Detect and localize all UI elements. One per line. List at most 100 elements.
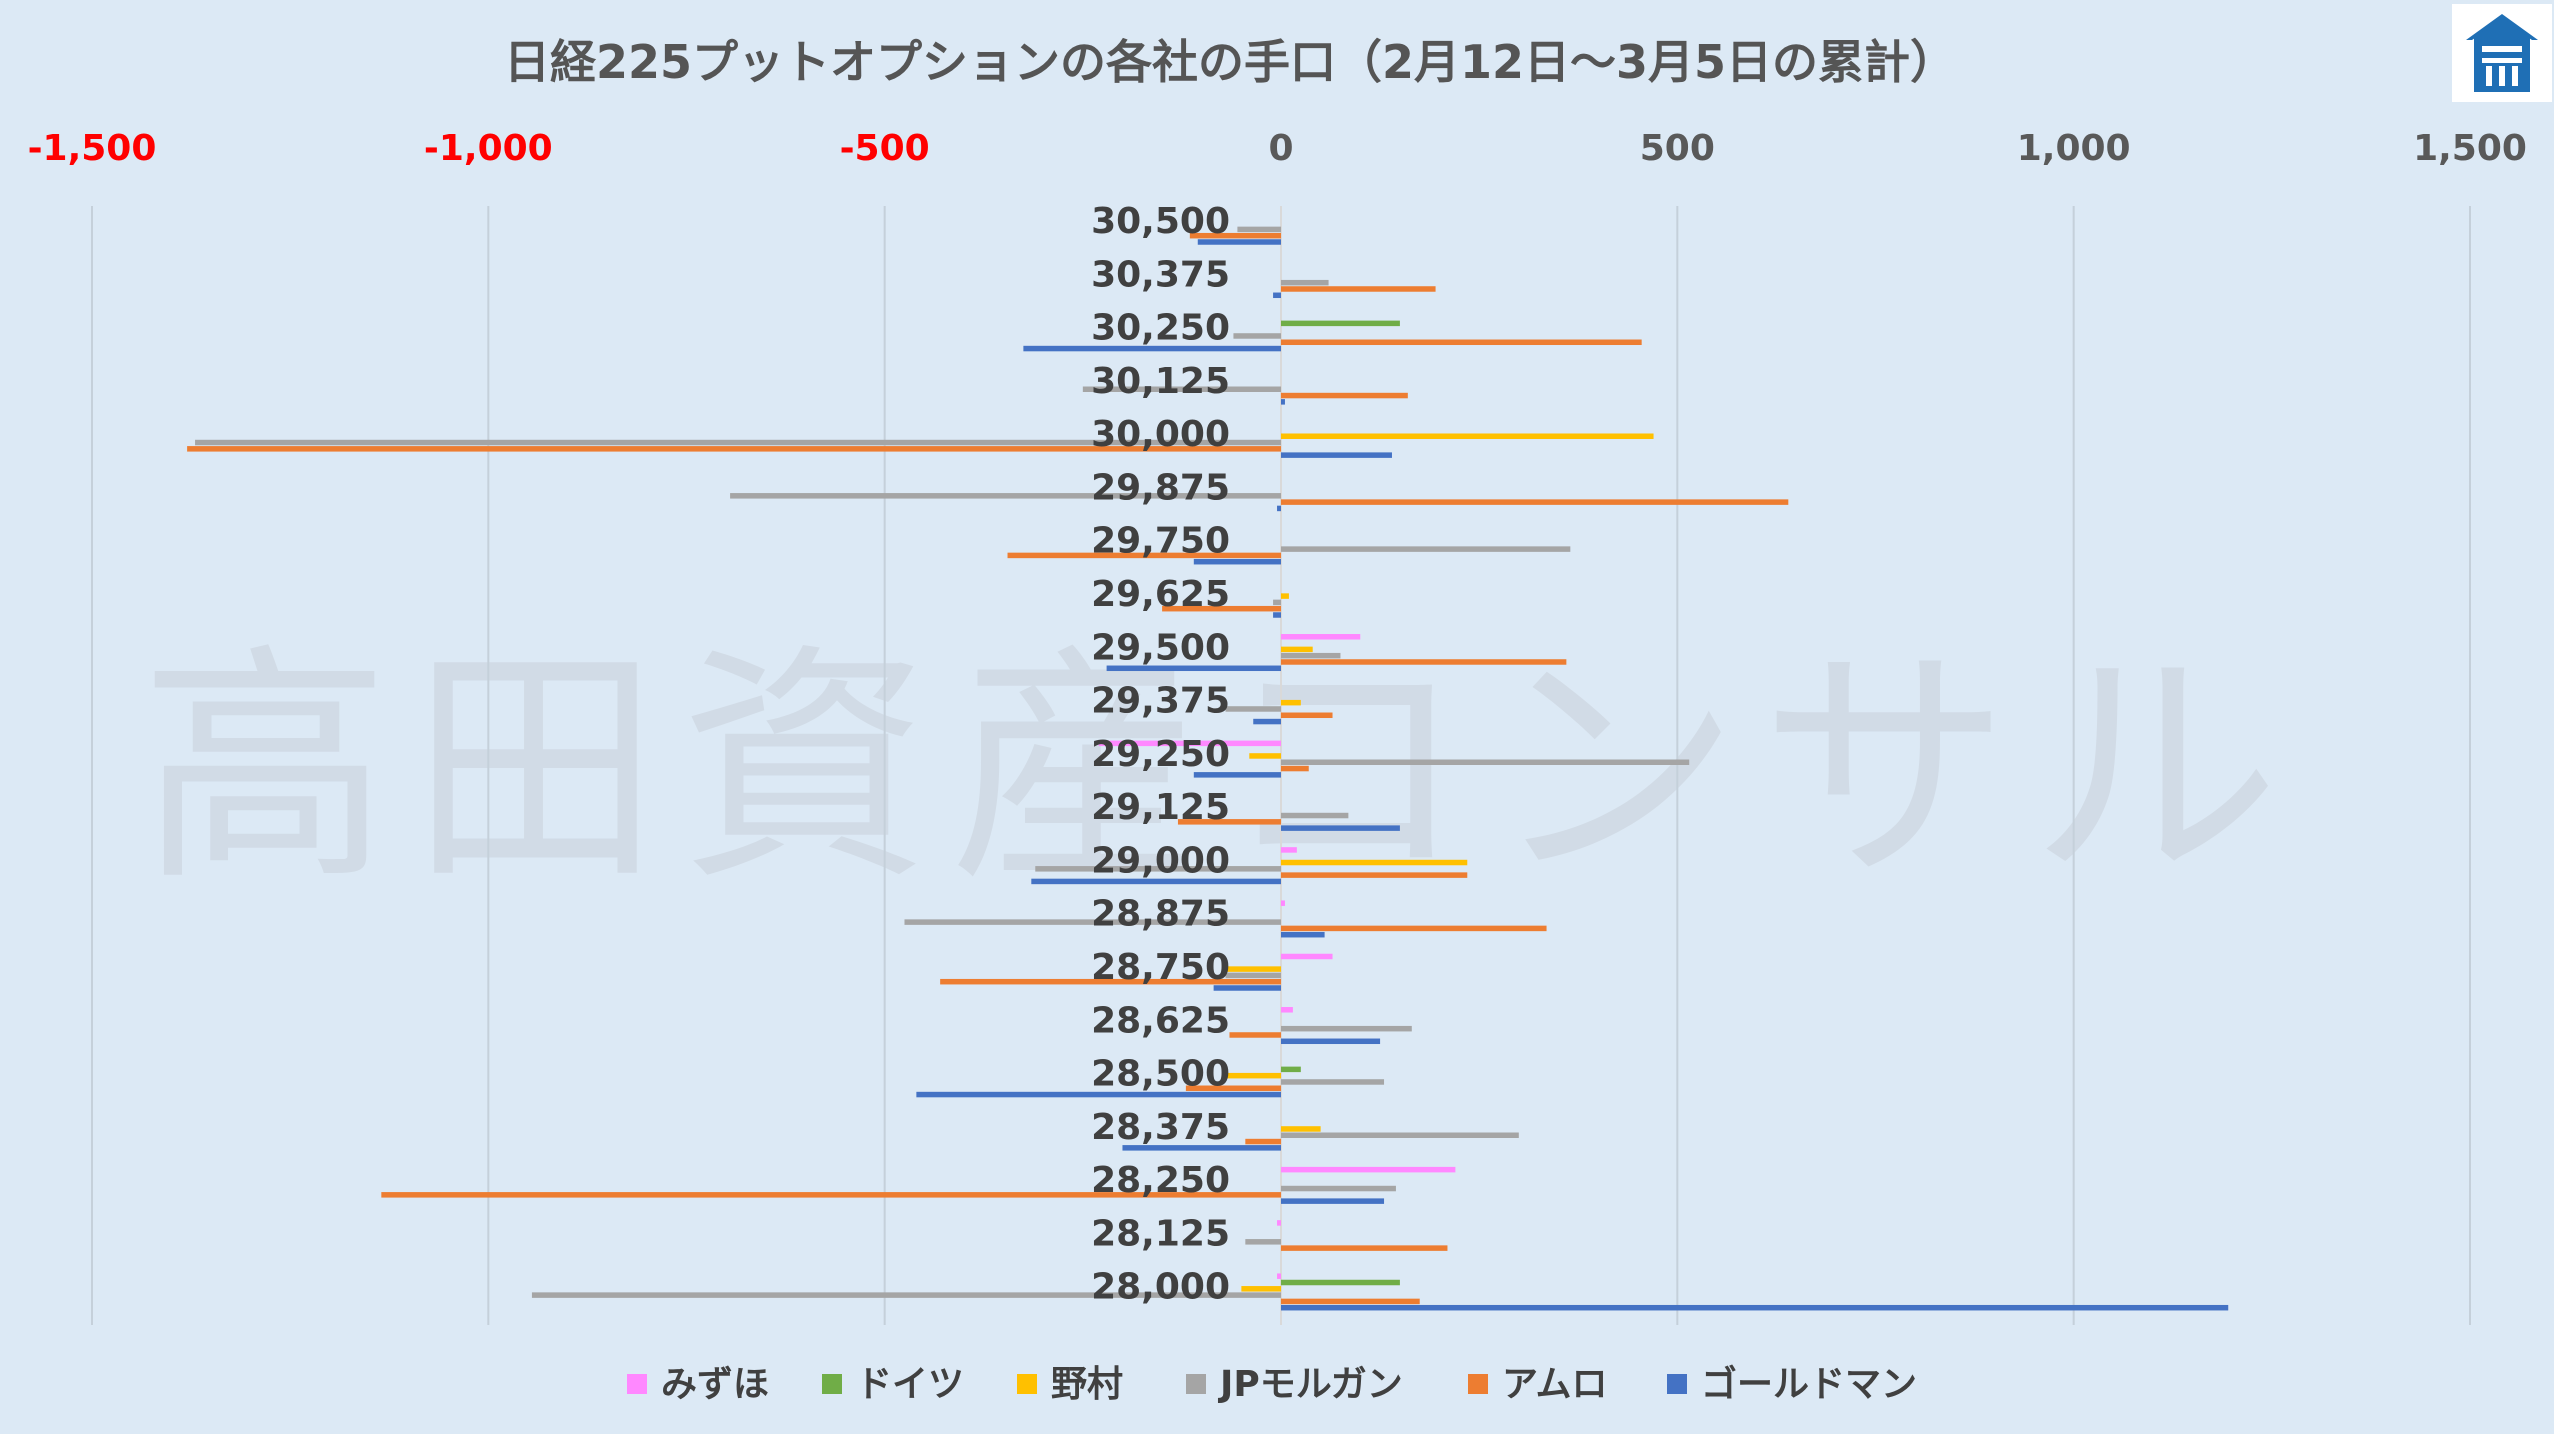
bar	[1281, 812, 1349, 819]
bar	[1281, 593, 1289, 599]
bar	[1233, 333, 1281, 339]
bar	[1237, 226, 1281, 233]
y-tick-label: 29,750	[1091, 521, 1230, 562]
bar	[1281, 1079, 1385, 1085]
bar	[1281, 392, 1408, 399]
bar	[1098, 740, 1281, 747]
bar	[1162, 605, 1281, 612]
y-tick-label: 30,000	[1091, 414, 1230, 455]
bar	[1225, 966, 1281, 972]
y-tick-label: 28,125	[1091, 1213, 1230, 1254]
x-tick-label: -1,500	[28, 128, 157, 169]
bar	[1281, 1126, 1321, 1132]
bar	[1249, 753, 1281, 759]
bar	[1273, 599, 1281, 606]
bar	[1035, 866, 1281, 872]
bar	[1193, 558, 1281, 565]
gridlines	[91, 206, 2471, 1325]
legend-swatch	[1468, 1374, 1488, 1394]
bar	[1082, 386, 1281, 392]
bar	[1281, 646, 1313, 653]
bar	[1213, 985, 1281, 991]
bar	[1281, 1245, 1448, 1251]
legend: みずほ ドイツ 野村 JPモルガン アムロ ゴールドマン	[627, 1363, 1917, 1405]
bar	[1031, 878, 1281, 885]
legend-label: アムロ	[1502, 1364, 1607, 1405]
bar	[1281, 1279, 1400, 1286]
y-tick-label: 28,000	[1091, 1267, 1230, 1308]
bar	[1281, 652, 1341, 659]
bar	[940, 978, 1281, 985]
bar	[1281, 1066, 1301, 1073]
bar	[1281, 712, 1333, 719]
bar	[904, 919, 1281, 925]
bar	[1193, 772, 1281, 778]
bar	[1281, 499, 1789, 505]
bar	[1245, 1239, 1281, 1245]
bar	[1281, 931, 1325, 938]
bar	[1281, 399, 1285, 405]
logo-icon	[2466, 14, 2538, 92]
bar	[1281, 825, 1400, 831]
y-tick-label: 30,125	[1091, 361, 1230, 402]
bar	[1281, 1038, 1381, 1045]
watermark-text: 高田資産コンサル	[140, 623, 2300, 914]
bar	[1281, 699, 1301, 706]
bar	[1273, 292, 1281, 299]
legend-swatch	[822, 1374, 842, 1394]
bar	[1177, 819, 1281, 825]
bar	[730, 493, 1281, 499]
bar	[1281, 1007, 1293, 1013]
bar	[1281, 1304, 2229, 1311]
legend-label: みずほ	[661, 1364, 769, 1405]
bar	[1277, 505, 1281, 512]
legend-swatch	[1017, 1374, 1037, 1394]
bar	[1023, 345, 1281, 352]
y-tick-label: 28,250	[1091, 1160, 1230, 1201]
bar	[1281, 1198, 1385, 1204]
bar	[1007, 552, 1281, 559]
y-tick-label: 29,375	[1091, 681, 1230, 722]
y-tick-label: 29,250	[1091, 734, 1230, 775]
bar	[1122, 1145, 1281, 1151]
x-tick-label: -1,000	[424, 128, 553, 169]
y-tick-label: 28,500	[1091, 1054, 1230, 1095]
bar	[1281, 925, 1547, 932]
y-tick-label: 29,500	[1091, 627, 1230, 668]
bar	[1281, 339, 1642, 346]
y-tick-label: 28,875	[1091, 894, 1230, 935]
logo	[2452, 4, 2552, 102]
y-tick-label: 30,500	[1091, 201, 1230, 242]
bar	[1225, 972, 1281, 979]
bar	[381, 1192, 1281, 1198]
y-tick-label: 29,000	[1091, 840, 1230, 881]
bar	[1281, 452, 1392, 458]
bar	[916, 1091, 1281, 1098]
bar	[1197, 239, 1281, 245]
bar	[1281, 765, 1309, 772]
bar	[1281, 279, 1329, 286]
bar	[1281, 320, 1400, 327]
bar	[1281, 634, 1361, 640]
bar	[1189, 232, 1281, 239]
bar	[1225, 1072, 1281, 1079]
x-tick-label: 1,000	[2017, 128, 2131, 169]
bar	[1281, 1298, 1420, 1305]
bar	[1281, 1185, 1396, 1192]
y-tick-label: 30,375	[1091, 254, 1230, 295]
legend-swatch	[627, 1374, 647, 1394]
x-tick-label: 1,500	[2413, 128, 2527, 169]
bar	[531, 1292, 1281, 1298]
bar	[1281, 900, 1285, 906]
bar	[1281, 872, 1468, 878]
y-tick-label: 30,250	[1091, 308, 1230, 349]
y-tick-label: 28,750	[1091, 947, 1230, 988]
bar	[1225, 706, 1281, 712]
bar	[1245, 1138, 1281, 1145]
legend-label: JPモルガン	[1217, 1364, 1403, 1405]
bar	[1281, 286, 1436, 292]
bar	[187, 446, 1281, 452]
y-tick-label: 28,625	[1091, 1000, 1230, 1041]
bar	[1281, 859, 1468, 866]
